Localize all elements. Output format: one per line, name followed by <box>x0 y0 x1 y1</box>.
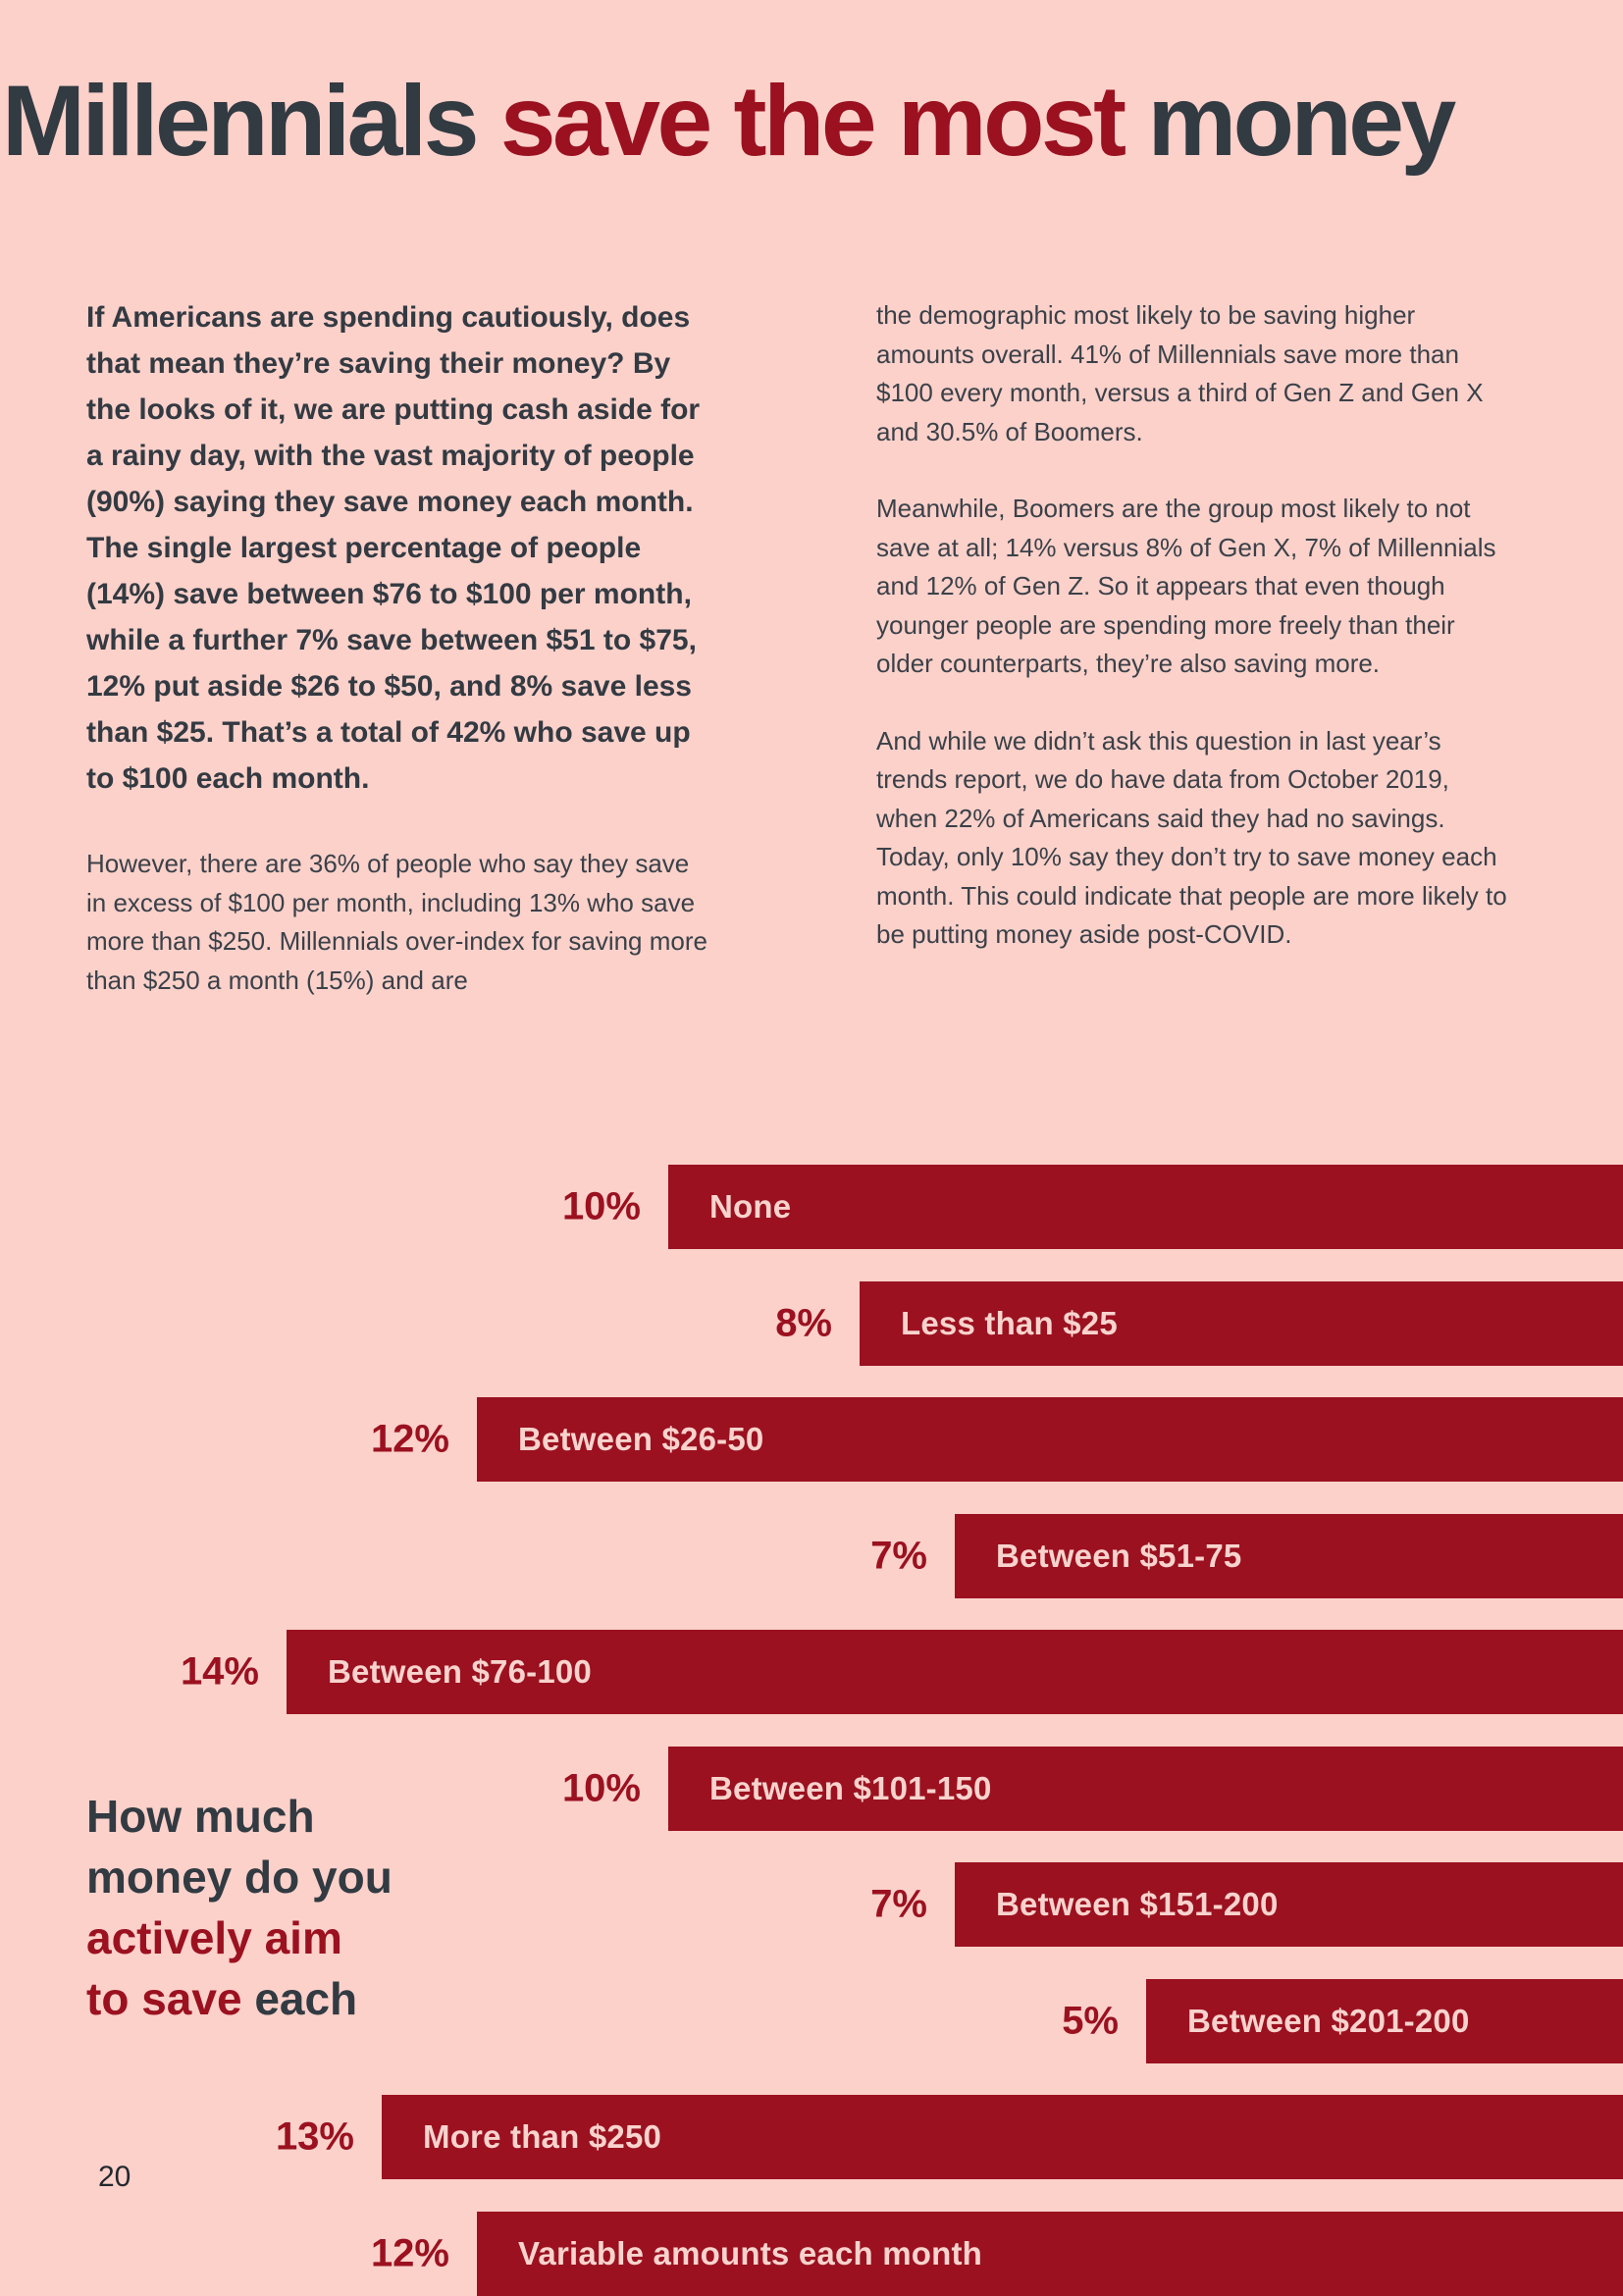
bar-row: 13% More than $250 <box>0 2095 1623 2179</box>
bar: Between $51-75 <box>955 1514 1623 1598</box>
bar-row: 14% Between $76-100 <box>0 1630 1623 1714</box>
bar: Between $201-200 <box>1146 1979 1623 2063</box>
right-paragraph-3: And while we didn’t ask this question in… <box>876 725 1507 950</box>
chart-question-line-3: actively aim <box>86 1912 342 1963</box>
bar-value-label: 13% <box>275 2114 354 2159</box>
bar-category-label: Variable amounts each month <box>518 2235 983 2271</box>
chart-question-line-1: How much <box>86 1791 315 1842</box>
bar: Variable amounts each month <box>477 2212 1623 2296</box>
bar-category-label: Between $26-50 <box>518 1421 764 1457</box>
bar: Less than $25 <box>860 1281 1623 1366</box>
bar-category-label: Between $201-200 <box>1187 2003 1470 2039</box>
bar-row: 12% Variable amounts each month <box>0 2212 1623 2296</box>
bar-value-label: 5% <box>1062 1999 1119 2043</box>
bar-category-label: Between $151-200 <box>996 1886 1279 1922</box>
right-column: the demographic most likely to be saving… <box>876 296 1514 993</box>
right-paragraph-2: Meanwhile, Boomers are the group most li… <box>876 494 1496 678</box>
bar-value-label: 7% <box>870 1534 927 1578</box>
bar-category-label: More than $250 <box>423 2118 662 2155</box>
bar-value-label: 12% <box>370 2231 449 2275</box>
bar-row: 7% Between $51-75 <box>0 1514 1623 1598</box>
left-column: If Americans are spending cautiously, do… <box>86 294 714 1000</box>
bar-row: 10% None <box>0 1165 1623 1249</box>
bar-category-label: Less than $25 <box>901 1305 1118 1341</box>
bar-row: 8% Less than $25 <box>0 1281 1623 1366</box>
lead-paragraph: If Americans are spending cautiously, do… <box>86 301 701 795</box>
title-phrase-save-the-most: save the most <box>475 65 1148 177</box>
bar: None <box>668 1165 1623 1249</box>
chart-question-title: How much money do you actively aim to sa… <box>86 1786 393 2029</box>
title-word-millennials: Millennials <box>2 65 479 177</box>
bar-category-label: None <box>709 1188 792 1225</box>
bar-value-label: 7% <box>870 1882 927 1926</box>
bar-value-label: 14% <box>180 1649 259 1694</box>
bar-value-label: 12% <box>370 1417 449 1461</box>
bar-category-label: Between $51-75 <box>996 1538 1242 1574</box>
bar-value-label: 8% <box>775 1301 832 1345</box>
right-paragraph-1: the demographic most likely to be saving… <box>876 300 1484 446</box>
bar: More than $250 <box>382 2095 1623 2179</box>
bar: Between $26-50 <box>477 1397 1623 1482</box>
bar: Between $76-100 <box>287 1630 1623 1714</box>
bar-row: 12% Between $26-50 <box>0 1397 1623 1482</box>
chart-question-line-2: money do you <box>86 1852 393 1903</box>
page-title: Millennials save the most money <box>2 68 1456 174</box>
page-number: 20 <box>98 2161 131 2193</box>
bar-value-label: 10% <box>561 1184 641 1228</box>
bar-category-label: Between $76-100 <box>328 1653 592 1690</box>
bar: Between $101-150 <box>668 1747 1623 1831</box>
left-paragraph-2: However, there are 36% of people who say… <box>86 849 707 995</box>
chart-question-line-4: to save each <box>86 1973 358 2024</box>
bar: Between $151-200 <box>955 1862 1623 1947</box>
title-word-money: money <box>1147 65 1456 177</box>
bar-category-label: Between $101-150 <box>709 1770 992 1806</box>
bar-value-label: 10% <box>561 1766 641 1810</box>
